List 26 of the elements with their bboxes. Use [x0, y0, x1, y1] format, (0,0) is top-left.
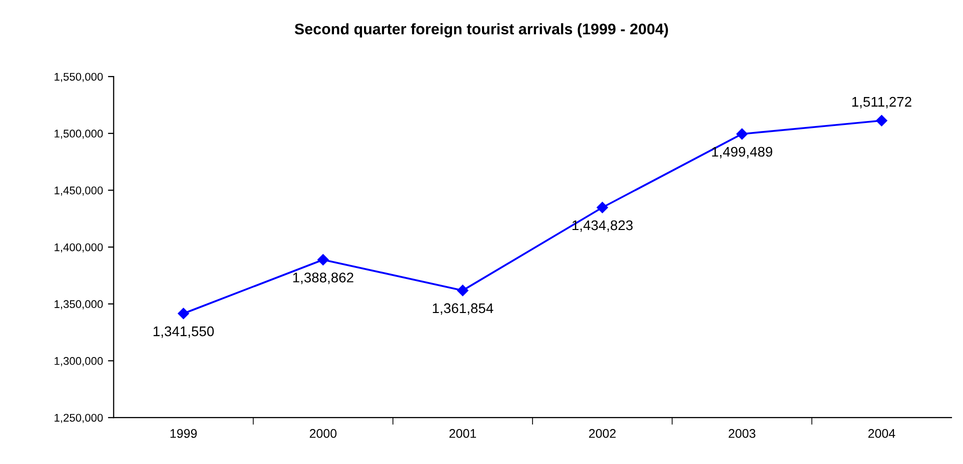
- y-tick-label: 1,500,000: [54, 130, 103, 139]
- text: 1,388,862: [293, 272, 354, 284]
- text: 1,434,823: [572, 220, 633, 232]
- point: [317, 254, 329, 266]
- y-tick-label: 1,250,000: [54, 414, 103, 424]
- point: [736, 128, 748, 140]
- y-tick-label: 1,350,000: [54, 300, 103, 310]
- x-tick-label: 1999: [170, 429, 197, 438]
- point: [457, 284, 468, 296]
- y-tick-label: 1,300,000: [54, 357, 103, 366]
- x-tick-label: 2000: [310, 429, 337, 438]
- text: 1,499,489: [712, 146, 772, 158]
- text: 1,511,272: [852, 96, 912, 108]
- y-tick-label: 1,550,000: [54, 72, 103, 82]
- y-tick-label: 1,450,000: [54, 186, 103, 196]
- x-tick-label: 2004: [868, 429, 896, 438]
- chart-title: Second quarter foreign tourist arrivals (1999 - 2004): [294, 23, 668, 38]
- x-tick-label: 2001: [449, 429, 476, 438]
- point: [178, 308, 190, 320]
- y-tick-label: 1,400,000: [54, 243, 103, 253]
- x-tick-label: 2002: [589, 429, 616, 438]
- text: 1,341,550: [154, 326, 214, 338]
- x-tick-label: 2003: [728, 429, 756, 438]
- text: 1,361,854: [432, 303, 494, 315]
- point: [596, 202, 608, 214]
- point: [876, 114, 888, 126]
